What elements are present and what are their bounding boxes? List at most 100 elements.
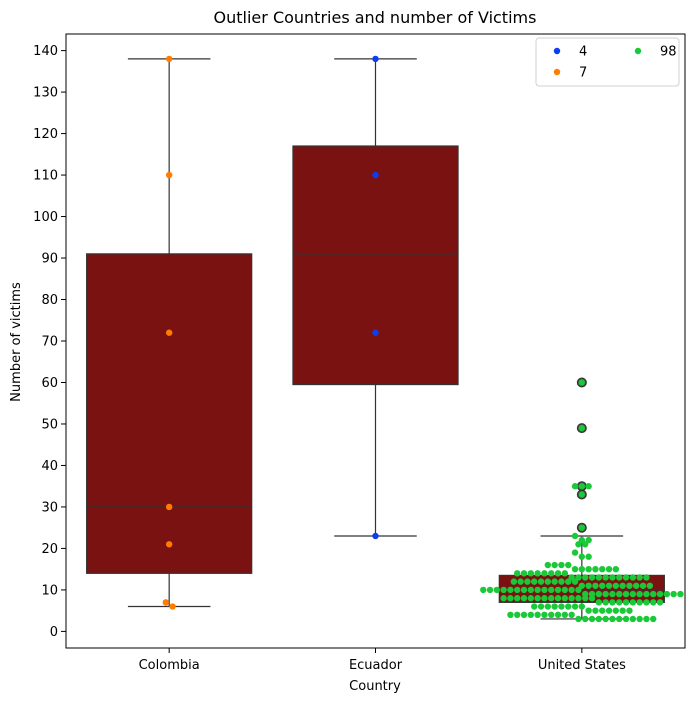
swarm-point	[578, 603, 586, 610]
x-axis-label: Country	[349, 679, 401, 694]
swarm-point	[514, 586, 521, 594]
swarm-point	[568, 595, 575, 602]
swarm-point	[565, 578, 572, 585]
swarm-point	[605, 565, 613, 573]
swarm-point	[548, 570, 555, 577]
box-iqr	[86, 253, 253, 574]
y-tick-label: 60	[41, 376, 58, 391]
swarm-point	[650, 599, 657, 606]
swarm-point	[619, 582, 626, 589]
legend-marker	[553, 47, 561, 55]
swarm-point	[612, 582, 620, 589]
swarm-point	[650, 590, 657, 598]
swarm-point	[622, 615, 630, 623]
swarm-point	[578, 565, 586, 573]
swarm-point	[595, 615, 603, 623]
swarm-point	[578, 553, 586, 560]
swarm-point	[616, 590, 623, 598]
swarm-point	[588, 595, 596, 602]
swarm-point	[561, 570, 569, 577]
swarm-point	[565, 561, 572, 569]
swarm-point	[585, 582, 592, 589]
swarm-point	[636, 574, 643, 581]
swarm-point	[565, 603, 572, 610]
swarm-point	[578, 483, 586, 490]
y-tick-label: 140	[33, 44, 58, 59]
swarm-point	[165, 503, 173, 511]
swarm-point	[544, 578, 552, 585]
swarm-point	[571, 483, 579, 490]
legend-label: 98	[660, 45, 677, 60]
legend: 4 7 98	[535, 37, 680, 87]
swarm-point	[531, 603, 538, 610]
plot-area: 0 10 20 30 40 50 60 70 80 90 100 110 120 130 140 Colomb…	[33, 33, 686, 673]
legend-label: 4	[579, 45, 587, 60]
swarm-point	[527, 595, 535, 602]
y-tick-label: 40	[41, 459, 58, 474]
swarm-point	[643, 615, 650, 623]
swarm-point	[534, 586, 541, 594]
swarm-point	[507, 611, 514, 619]
swarm-point	[169, 603, 176, 610]
swarm-point	[558, 603, 565, 610]
swarm-point	[629, 599, 637, 606]
axes-frame	[65, 33, 686, 649]
swarm-point	[531, 578, 538, 585]
y-tick-label: 30	[41, 500, 58, 515]
swarm-point	[527, 570, 535, 577]
y-axis-label: Number of victims	[9, 282, 24, 402]
swarm-point	[558, 561, 565, 569]
y-tick-label: 90	[41, 252, 58, 267]
swarm-point	[524, 578, 531, 585]
swarm-point	[609, 615, 616, 623]
swarm-point	[592, 582, 599, 589]
swarm-point	[486, 586, 494, 594]
swarm-point	[602, 574, 609, 581]
swarm-point	[602, 615, 609, 623]
swarm-point	[629, 590, 637, 598]
swarm-point	[568, 586, 575, 594]
swarm-point	[551, 578, 558, 585]
swarm-point	[592, 607, 599, 614]
swarm-point	[534, 595, 541, 602]
x-tick-label: United States	[538, 658, 626, 673]
swarm-point	[372, 532, 379, 540]
swarm-point	[561, 611, 569, 619]
swarm-point	[561, 586, 569, 594]
swarm-point	[544, 603, 552, 610]
swarm-point	[633, 582, 640, 589]
swarm-point	[643, 574, 650, 581]
swarm-point	[514, 570, 521, 577]
swarm-point	[663, 590, 671, 598]
swarm-point	[541, 570, 548, 577]
swarm-point	[619, 607, 626, 614]
swarm-point	[165, 329, 173, 336]
x-tick-label: Colombia	[139, 658, 200, 673]
swarm-point	[165, 55, 173, 63]
swarm-point	[582, 574, 589, 581]
swarm-point	[510, 578, 518, 585]
y-tick-label: 20	[41, 542, 58, 557]
swarm-point	[588, 615, 596, 623]
swarm-point	[372, 329, 379, 336]
swarm-point	[629, 615, 637, 623]
swarm-point	[162, 599, 169, 606]
swarm-point	[612, 607, 620, 614]
swarm-point	[548, 586, 555, 594]
swarm-point	[534, 611, 541, 619]
swarm-point	[507, 595, 514, 602]
swarm-point	[548, 595, 555, 602]
box-iqr	[292, 145, 459, 386]
y-tick-label: 10	[41, 583, 58, 598]
swarm-point	[561, 595, 569, 602]
swarm-point	[602, 590, 609, 598]
y-tick-label: 110	[33, 169, 58, 184]
swarm-point	[554, 611, 562, 619]
swarm-point	[544, 561, 552, 569]
swarm-point	[609, 599, 616, 606]
swarm-point	[639, 582, 647, 589]
swarm-point	[537, 578, 545, 585]
swarm-point	[571, 532, 579, 540]
swarm-point	[626, 582, 633, 589]
